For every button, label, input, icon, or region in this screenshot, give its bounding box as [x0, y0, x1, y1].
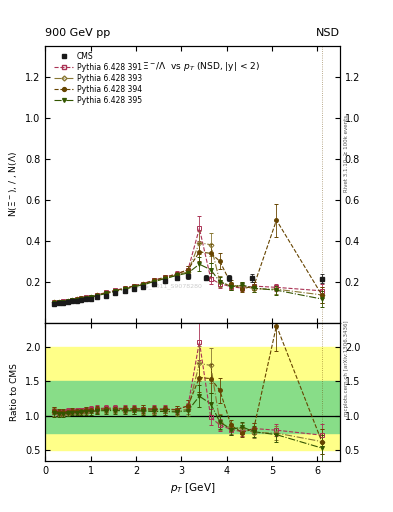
Legend: CMS, Pythia 6.428 391, Pythia 6.428 393, Pythia 6.428 394, Pythia 6.428 395: CMS, Pythia 6.428 391, Pythia 6.428 393,… [51, 49, 145, 108]
X-axis label: $p_T$ [GeV]: $p_T$ [GeV] [170, 481, 215, 495]
Text: CMS_2011_S9078280: CMS_2011_S9078280 [136, 284, 202, 289]
Text: NSD: NSD [316, 28, 340, 38]
Text: $\Xi^-/\Lambda$  vs $p_T$ (NSD, |y| < 2): $\Xi^-/\Lambda$ vs $p_T$ (NSD, |y| < 2) [142, 60, 261, 73]
Text: mcplots.cern.ch [arXiv:1306.3436]: mcplots.cern.ch [arXiv:1306.3436] [344, 321, 349, 416]
Text: 900 GeV pp: 900 GeV pp [45, 28, 110, 38]
Bar [45, 347, 340, 451]
Y-axis label: Ratio to CMS: Ratio to CMS [10, 362, 19, 421]
Y-axis label: N($\Xi^-$), / , N($\Lambda$): N($\Xi^-$), / , N($\Lambda$) [7, 152, 19, 217]
Bar [45, 381, 340, 433]
Text: Rivet 3.1.10, ≥ 100k events: Rivet 3.1.10, ≥ 100k events [344, 115, 349, 192]
